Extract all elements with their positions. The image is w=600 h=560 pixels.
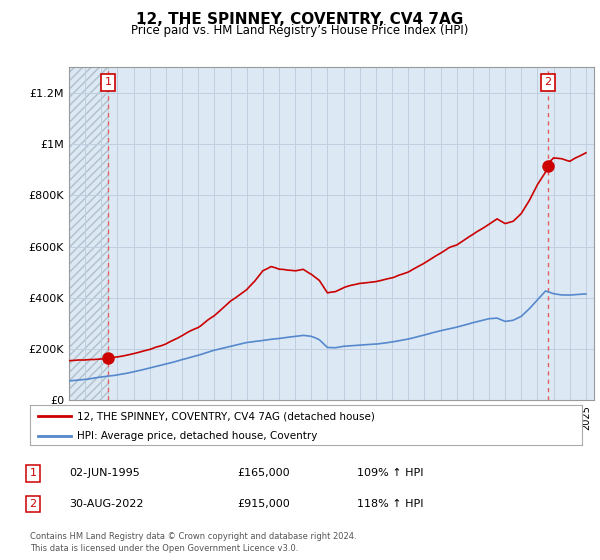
Text: 118% ↑ HPI: 118% ↑ HPI <box>357 499 424 509</box>
Text: 1: 1 <box>29 468 37 478</box>
Text: 02-JUN-1995: 02-JUN-1995 <box>69 468 140 478</box>
Text: Contains HM Land Registry data © Crown copyright and database right 2024.
This d: Contains HM Land Registry data © Crown c… <box>30 533 356 553</box>
Text: 12, THE SPINNEY, COVENTRY, CV4 7AG (detached house): 12, THE SPINNEY, COVENTRY, CV4 7AG (deta… <box>77 411 375 421</box>
Text: Price paid vs. HM Land Registry’s House Price Index (HPI): Price paid vs. HM Land Registry’s House … <box>131 24 469 36</box>
Text: 2: 2 <box>545 77 551 87</box>
Text: 1: 1 <box>104 77 112 87</box>
Text: 30-AUG-2022: 30-AUG-2022 <box>69 499 143 509</box>
Text: 2: 2 <box>29 499 37 509</box>
Text: 109% ↑ HPI: 109% ↑ HPI <box>357 468 424 478</box>
Text: £915,000: £915,000 <box>237 499 290 509</box>
Text: 12, THE SPINNEY, COVENTRY, CV4 7AG: 12, THE SPINNEY, COVENTRY, CV4 7AG <box>136 12 464 27</box>
Text: HPI: Average price, detached house, Coventry: HPI: Average price, detached house, Cove… <box>77 431 317 441</box>
Text: £165,000: £165,000 <box>237 468 290 478</box>
